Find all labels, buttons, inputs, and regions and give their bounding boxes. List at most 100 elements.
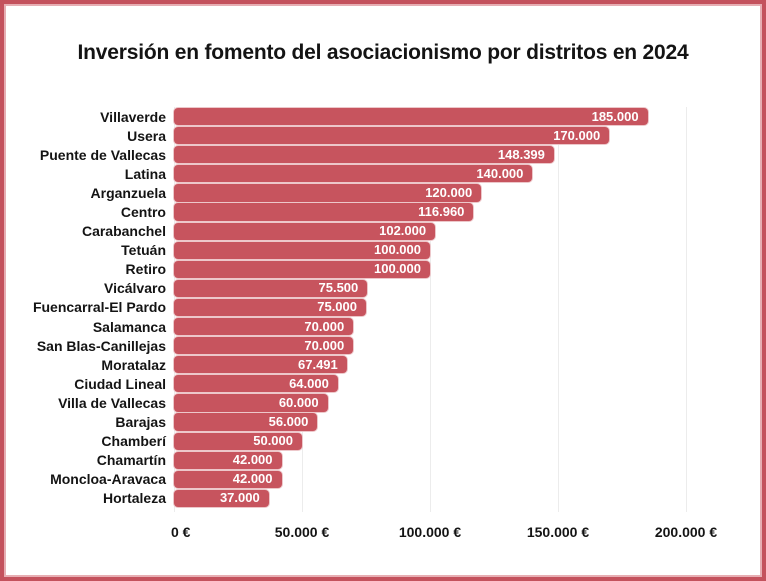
bar[interactable]: 37.000 [174, 489, 269, 508]
district-label: Chamartín [96, 452, 166, 469]
plot-area: 37.000 [174, 489, 741, 508]
bar-value-label: 120.000 [425, 185, 473, 201]
bar[interactable]: 100.000 [174, 241, 430, 259]
district-label: Villaverde [100, 108, 166, 125]
bar[interactable]: 116.960 [174, 203, 474, 221]
bar-value-label: 70.000 [304, 318, 345, 334]
x-axis-tick-label: 50.000 € [274, 523, 330, 540]
bar-value-label: 67.491 [298, 356, 338, 372]
bar-value-label: 60.000 [278, 395, 319, 411]
plot-area: 60.000 [174, 393, 741, 412]
bar-value-label: 64.000 [289, 376, 329, 392]
bar-value-label: 100.000 [374, 261, 421, 277]
bar[interactable]: 56.000 [174, 413, 318, 431]
bar-row: Puente de Vallecas 148.399 [4, 145, 762, 164]
district-label: Usera [127, 127, 166, 144]
district-label: Salamanca [92, 318, 166, 335]
bar-row: Arganzuela 120.000 [4, 183, 762, 202]
bar[interactable]: 185.000 [174, 107, 648, 126]
bar-row: Chamartín 42.000 [4, 451, 762, 470]
district-label: Latina [124, 165, 166, 182]
bar[interactable]: 120.000 [174, 184, 482, 202]
bar-value-label: 185.000 [591, 108, 639, 124]
bar-value-label: 116.960 [418, 204, 465, 220]
bar[interactable]: 148.399 [174, 146, 554, 164]
bar-value-label: 37.000 [219, 490, 260, 506]
gridline [430, 107, 431, 512]
plot-area: 140.000 [174, 164, 741, 183]
plot-area: 116.960 [174, 202, 741, 221]
bar-value-label: 102.000 [379, 223, 427, 239]
bar[interactable]: 140.000 [174, 165, 533, 183]
plot-area: 42.000 [174, 451, 741, 470]
bar[interactable]: 102.000 [174, 222, 436, 240]
district-label: Puente de Vallecas [39, 146, 166, 163]
district-label: Moratalaz [101, 356, 166, 373]
bar-row: Hortaleza 37.000 [4, 489, 762, 508]
district-label: Villa de Vallecas [58, 394, 166, 411]
bar-value-label: 100.000 [374, 242, 421, 258]
plot-area: 64.000 [174, 374, 741, 393]
district-label: Ciudad Lineal [74, 375, 166, 392]
bar-row: Usera 170.000 [4, 126, 762, 145]
district-label: Moncloa-Aravaca [50, 471, 166, 488]
x-axis-tick-label: 200.000 € [654, 523, 718, 540]
bar[interactable]: 100.000 [174, 260, 430, 278]
plot-area: 70.000 [174, 317, 741, 336]
bar[interactable]: 70.000 [174, 317, 354, 336]
bar[interactable]: 67.491 [174, 356, 347, 374]
plot-area: 56.000 [174, 413, 741, 432]
bar[interactable]: 50.000 [174, 432, 302, 450]
district-label: Barajas [115, 414, 166, 431]
bar-row: San Blas-Canillejas 70.000 [4, 336, 762, 355]
bar-row: Retiro 100.000 [4, 260, 762, 279]
bar[interactable]: 42.000 [174, 451, 282, 469]
x-axis-tick-label: 0 € [171, 523, 191, 540]
bar-row: Latina 140.000 [4, 164, 762, 183]
bar[interactable]: 60.000 [174, 394, 328, 412]
bar-value-label: 56.000 [268, 414, 309, 430]
bar-row: Fuencarral-El Pardo 75.000 [4, 298, 762, 317]
bar-value-label: 70.000 [304, 337, 345, 353]
bar[interactable]: 170.000 [174, 127, 610, 145]
plot-area: 100.000 [174, 260, 741, 279]
bar[interactable]: 75.500 [174, 279, 368, 297]
bar-row: Villaverde 185.000 [4, 107, 762, 126]
bar-value-label: 75.000 [317, 299, 357, 315]
x-axis: 0 € 50.000 € 100.000 € 150.000 € 200.000 € [171, 523, 741, 544]
district-label: Chamberí [101, 433, 166, 450]
bar[interactable]: 64.000 [174, 375, 338, 393]
plot-area: 170.000 [174, 126, 741, 145]
district-label: Centro [120, 204, 166, 221]
plot-area: 148.399 [174, 145, 741, 164]
bar-row: Carabanchel 102.000 [4, 222, 762, 241]
gridline [558, 107, 559, 512]
bar-row: Moncloa-Aravaca 42.000 [4, 470, 762, 489]
bar-value-label: 170.000 [553, 127, 601, 143]
bar[interactable]: 75.000 [174, 298, 366, 317]
bar-row: Tetuán 100.000 [4, 241, 762, 260]
district-label: Hortaleza [102, 490, 166, 507]
bar[interactable]: 42.000 [174, 470, 282, 488]
bar[interactable]: 70.000 [174, 337, 354, 355]
bar-value-label: 42.000 [232, 452, 273, 468]
district-label: San Blas-Canillejas [36, 337, 166, 354]
district-label: Carabanchel [81, 223, 166, 240]
bar-value-label: 148.399 [497, 146, 545, 162]
bar-row: Chamberí 50.000 [4, 432, 762, 451]
district-label: Arganzuela [90, 184, 166, 201]
bar-row: Villa de Vallecas 60.000 [4, 393, 762, 412]
bar-row: Centro 116.960 [4, 202, 762, 221]
bar-value-label: 42.000 [232, 471, 273, 487]
bar-rows: Villaverde 185.000 Usera 170.000 Puente de V… [4, 107, 762, 508]
bar-value-label: 75.500 [318, 280, 359, 296]
bar-value-label: 140.000 [476, 166, 524, 182]
x-axis-tick-label: 100.000 € [398, 523, 462, 540]
plot-area: 67.491 [174, 355, 741, 374]
plot-area: 100.000 [174, 241, 741, 260]
district-label: Vicálvaro [103, 280, 166, 297]
gridline [686, 107, 687, 512]
bar-row: Barajas 56.000 [4, 413, 762, 432]
x-axis-tick-label: 150.000 € [526, 523, 590, 540]
